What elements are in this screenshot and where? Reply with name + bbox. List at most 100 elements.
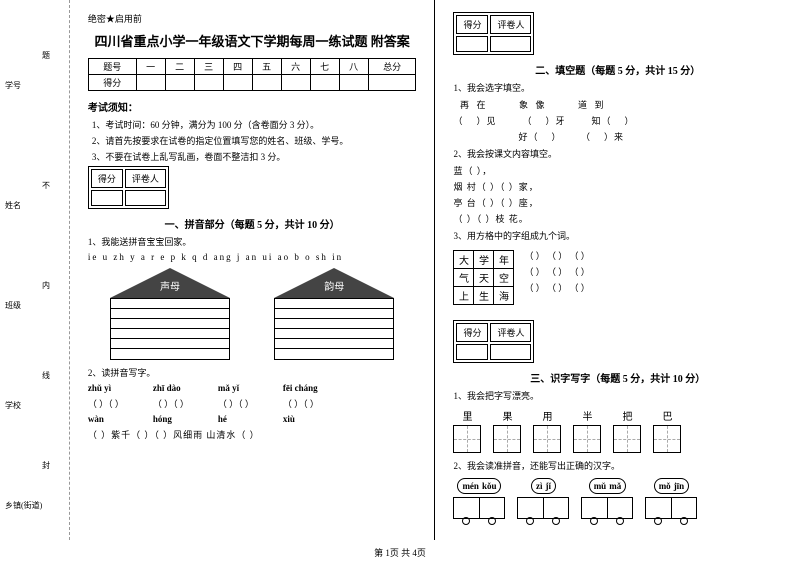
text-line: 烟 村（ ）（ ）家， <box>453 180 782 193</box>
notice-item: 2、请首先按要求在试卷的指定位置填写您的姓名、班级、学号。 <box>88 134 417 147</box>
question-text: 1、我会选字填空。 <box>453 81 782 94</box>
pinyin: wàn <box>88 414 104 424</box>
answer-parens: （ ） （ ） （ ） （ ） （ ） （ ） （ ） （ ） （ ） <box>524 246 589 297</box>
section-score-box: 得分评卷人 <box>453 12 534 55</box>
house-shengmu: 声母 <box>110 268 230 360</box>
section-score-box: 得分评卷人 <box>453 320 534 363</box>
margin-label: 姓名 <box>5 200 21 211</box>
header-cell: 一 <box>136 59 165 75</box>
notice-item: 3、不要在试卷上乱写乱画，卷面不整洁扣 3 分。 <box>88 150 417 163</box>
margin-mark: 线 <box>42 370 50 381</box>
pinyin: zhǔ yì <box>88 383 111 393</box>
header-cell: 四 <box>223 59 252 75</box>
paren-row: （ ）（ ） （ ）（ ） （ ）（ ） （ ）（ ） <box>88 397 417 410</box>
pinyin: zhī dào <box>153 383 181 393</box>
score-label: 得分 <box>456 323 488 342</box>
header-cell: 五 <box>252 59 281 75</box>
roof-label: 韵母 <box>322 278 346 293</box>
house-body <box>274 298 394 360</box>
section-2-title: 二、填空题（每题 5 分，共计 15 分） <box>453 62 782 77</box>
char-choice-row: 再 在 象 像 道 到 <box>453 98 782 111</box>
answer-cart <box>581 497 633 519</box>
header-cell: 三 <box>194 59 223 75</box>
cloud-group: mǒjīn <box>645 478 697 525</box>
cloud-group: mǔmǎ <box>581 478 633 525</box>
text-line: 蓝（ ）， <box>453 164 782 177</box>
margin-label: 乡镇(街道) <box>5 500 42 511</box>
exam-title: 四川省重点小学一年级语文下学期每周一练试题 附答案 <box>88 31 417 50</box>
margin-mark: 题 <box>42 50 50 61</box>
fill-blank-row: （ ）紫千（ ）（ ）风细雨 山清水（ ） <box>88 428 417 441</box>
header-cell: 八 <box>339 59 368 75</box>
pinyin: mǎ yǐ <box>218 383 239 393</box>
header-cell: 二 <box>165 59 194 75</box>
fill-row: （ ）见 （ ）牙 知（ ） <box>453 114 782 127</box>
header-cell: 六 <box>281 59 310 75</box>
margin-mark: 封 <box>42 460 50 471</box>
house-yunmu: 韵母 <box>274 268 394 360</box>
right-column: 得分评卷人 二、填空题（每题 5 分，共计 15 分） 1、我会选字填空。 再 … <box>435 0 800 540</box>
notice-item: 1、考试时间：60 分钟，满分为 100 分（含卷面分 3 分）。 <box>88 118 417 131</box>
tianzige-box <box>613 425 641 453</box>
pinyin-cloud: zìjǐ <box>531 478 556 494</box>
pinyin-write-row: zhǔ yì zhī dào mǎ yǐ fēi cháng <box>88 383 417 393</box>
margin-label: 学号 <box>5 80 21 91</box>
cloud-group: ménkǒu <box>453 478 505 525</box>
margin-mark: 不 <box>42 180 50 191</box>
question-text: 2、读拼音写字。 <box>88 366 417 379</box>
char: 把 <box>613 408 641 423</box>
header-cell: 七 <box>310 59 339 75</box>
margin-label: 学校 <box>5 400 21 411</box>
question-text: 2、我会读准拼音，还能写出正确的汉字。 <box>453 459 782 472</box>
tianzige-row: 里 果 用 半 把 巴 <box>453 408 782 453</box>
score-label: 得分 <box>91 169 123 188</box>
score-summary-table: 题号 一 二 三 四 五 六 七 八 总分 得分 <box>88 58 417 91</box>
margin-mark: 内 <box>42 280 50 291</box>
roof-label: 声母 <box>158 278 182 293</box>
question-text: 1、我会把字写漂亮。 <box>453 389 782 402</box>
tianzige-box <box>533 425 561 453</box>
house-containers: 声母 韵母 <box>88 268 417 360</box>
pinyin-write-row: wàn hóng hé xiù <box>88 414 417 424</box>
char: 巴 <box>653 408 681 423</box>
header-cell: 总分 <box>368 59 416 75</box>
pinyin-cloud: ménkǒu <box>457 478 501 494</box>
section-3-title: 三、识字写字（每题 5 分，共计 10 分） <box>453 370 782 385</box>
page-footer: 第 1页 共 4页 <box>0 546 800 559</box>
question-text: 2、我会按课文内容填空。 <box>453 147 782 160</box>
header-cell: 题号 <box>88 59 136 75</box>
answer-cart <box>645 497 697 519</box>
secret-label: 绝密★启用前 <box>88 12 417 25</box>
question-text: 1、我能送拼音宝宝回家。 <box>88 235 417 248</box>
pinyin-cloud: mǔmǎ <box>589 478 627 494</box>
pinyin: xiù <box>283 414 295 424</box>
cloud-cart-row: ménkǒu zìjǐ mǔmǎ mǒjīn <box>453 478 782 525</box>
grader-label: 评卷人 <box>125 169 166 188</box>
fill-row: 好（ ） （ ）来 <box>453 130 782 143</box>
pinyin: hóng <box>153 414 172 424</box>
house-body <box>110 298 230 360</box>
section-1-title: 一、拼音部分（每题 5 分，共计 10 分） <box>88 216 417 231</box>
char: 用 <box>533 408 561 423</box>
section-score-box: 得分评卷人 <box>88 166 169 209</box>
pinyin-letters: ie u zh y a r e p k q d ang j an ui ao b… <box>88 252 417 262</box>
margin-label: 班级 <box>5 300 21 311</box>
text-line: 亭 台（ ）（ ）座， <box>453 196 782 209</box>
question-text: 3、用方格中的字组成九个词。 <box>453 229 782 242</box>
notice-title: 考试须知： <box>88 99 417 114</box>
char: 果 <box>493 408 521 423</box>
tianzige-box <box>493 425 521 453</box>
char: 半 <box>573 408 601 423</box>
char: 里 <box>453 408 481 423</box>
tianzige-box <box>453 425 481 453</box>
pinyin: hé <box>218 414 227 424</box>
binding-margin: 乡镇(街道) 学校 班级 姓名 学号 封 线 内 不 题 <box>0 0 70 540</box>
pinyin: fēi cháng <box>283 383 318 393</box>
cloud-group: zìjǐ <box>517 478 569 525</box>
answer-cart <box>517 497 569 519</box>
left-column: 绝密★启用前 四川省重点小学一年级语文下学期每周一练试题 附答案 题号 一 二 … <box>70 0 435 540</box>
grader-label: 评卷人 <box>490 15 531 34</box>
grader-label: 评卷人 <box>490 323 531 342</box>
text-line: （ ）（ ）枝 花。 <box>453 212 782 225</box>
roof: 韵母 <box>274 268 394 298</box>
